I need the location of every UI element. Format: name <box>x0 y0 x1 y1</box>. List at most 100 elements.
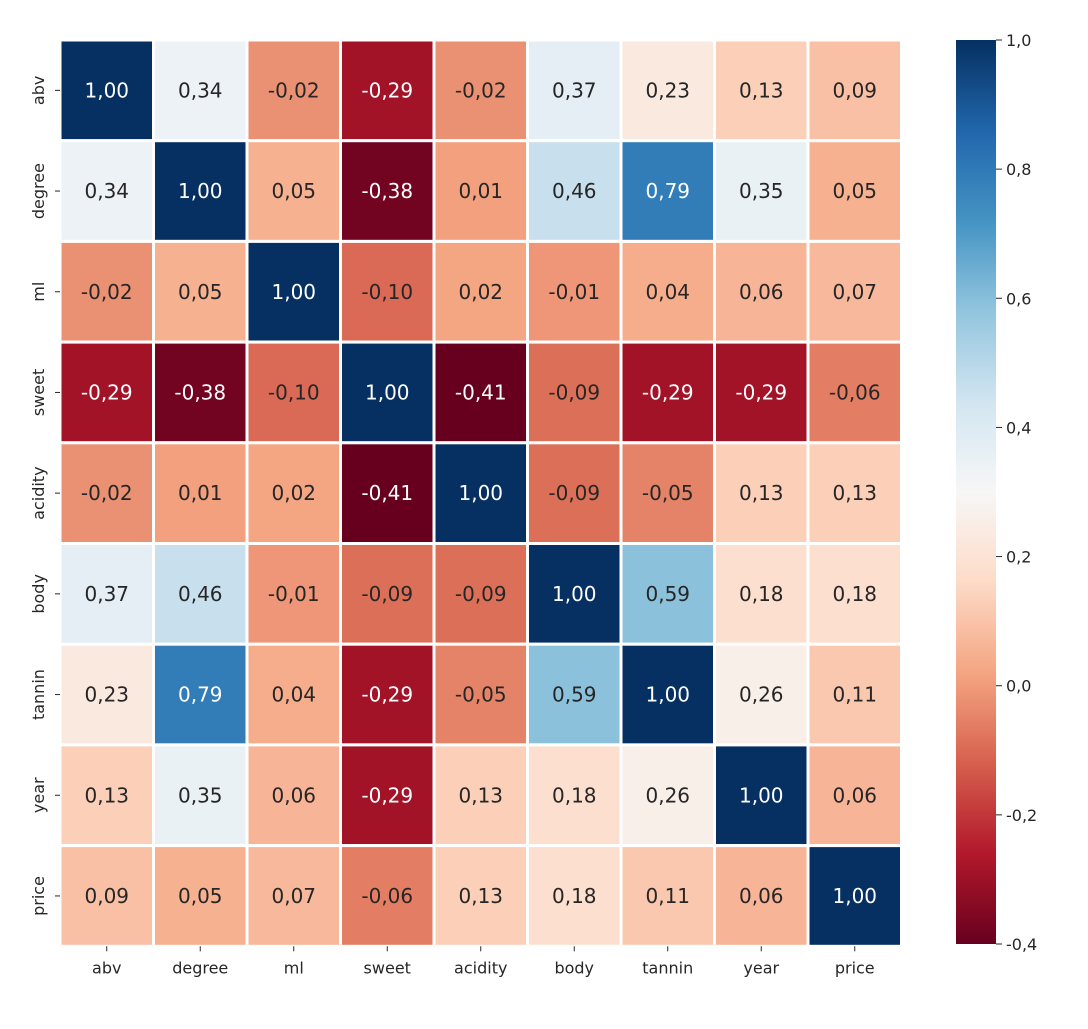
cell-annotation-price-price: 1,00 <box>832 884 877 908</box>
cell-annotation-abv-ml: -0,02 <box>268 78 320 102</box>
heatmap-cell-tannin-degree <box>152 642 249 747</box>
heatmap-cell-price-ml <box>245 844 342 948</box>
x-tick-label-body: body <box>554 958 594 977</box>
cell-annotation-body-body: 1,00 <box>552 582 597 606</box>
heatmap-cell-sweet-degree <box>152 340 249 445</box>
heatmap-cell-price-acidity <box>432 844 529 948</box>
heatmap-cell-acidity-body <box>526 441 623 545</box>
cell-annotation-year-year: 1,00 <box>739 783 784 807</box>
y-tick-label-abv: abv <box>29 76 48 105</box>
heatmap-cell-ml-ml <box>245 239 342 344</box>
x-tick-label-price: price <box>835 958 875 977</box>
cell-annotation-degree-body: 0,46 <box>552 179 597 203</box>
x-tick-label-acidity: acidity <box>454 958 507 977</box>
heatmap-cell-tannin-abv <box>58 642 155 747</box>
heatmap-cell-price-abv <box>58 844 155 948</box>
cell-annotation-acidity-year: 0,13 <box>739 481 784 505</box>
cell-annotation-ml-abv: -0,02 <box>81 280 133 304</box>
x-tick-label-sweet: sweet <box>364 958 411 977</box>
colorbar-tick-label: 1,0 <box>1006 31 1031 50</box>
cell-annotation-abv-abv: 1,00 <box>84 78 129 102</box>
cell-annotation-sweet-year: -0,29 <box>735 380 787 404</box>
cell-annotation-degree-year: 0,35 <box>739 179 784 203</box>
cell-annotation-year-sweet: -0,29 <box>361 783 413 807</box>
heatmap-cell-degree-ml <box>245 139 342 243</box>
cell-annotation-year-degree: 0,35 <box>178 783 223 807</box>
cell-annotation-abv-tannin: 0,23 <box>645 78 690 102</box>
heatmap-cell-acidity-abv <box>58 441 155 545</box>
heatmap-cell-price-sweet <box>339 844 436 948</box>
colorbar-tick-label: -0,4 <box>1006 935 1037 954</box>
cell-annotation-year-ml: 0,06 <box>271 783 316 807</box>
cell-annotation-body-tannin: 0,59 <box>645 582 690 606</box>
heatmap-cell-price-tannin <box>619 844 716 948</box>
cell-annotation-ml-price: 0,07 <box>832 280 877 304</box>
cell-annotation-sweet-body: -0,09 <box>548 380 600 404</box>
cell-annotation-abv-sweet: -0,29 <box>361 78 413 102</box>
cell-annotation-price-acidity: 0,13 <box>458 884 503 908</box>
y-tick-label-sweet: sweet <box>29 369 48 416</box>
cell-annotation-ml-body: -0,01 <box>548 280 600 304</box>
x-tick-label-ml: ml <box>284 958 304 977</box>
cell-annotation-abv-year: 0,13 <box>739 78 784 102</box>
cell-annotation-abv-acidity: -0,02 <box>455 78 507 102</box>
cell-annotation-price-sweet: -0,06 <box>361 884 413 908</box>
heatmap-cell-sweet-price <box>806 340 903 445</box>
cell-annotation-price-year: 0,06 <box>739 884 784 908</box>
cell-annotation-acidity-ml: 0,02 <box>271 481 316 505</box>
cell-annotation-tannin-price: 0,11 <box>832 683 877 707</box>
cell-annotation-sweet-acidity: -0,41 <box>455 380 507 404</box>
heatmap-cell-body-acidity <box>432 542 529 646</box>
cell-annotation-acidity-abv: -0,02 <box>81 481 133 505</box>
heatmap-cell-price-price <box>806 844 903 948</box>
heatmap-cell-ml-sweet <box>339 239 436 344</box>
cell-annotation-sweet-tannin: -0,29 <box>642 380 694 404</box>
heatmap-cell-body-degree <box>152 542 249 646</box>
heatmap-cell-year-abv <box>58 743 155 848</box>
cell-annotation-sweet-ml: -0,10 <box>268 380 320 404</box>
x-tick-label-degree: degree <box>172 958 228 977</box>
heatmap-annotations: 1,00 0,34 -0,02 -0,29 -0,02 0,37 0,23 0,13 0,09 0… <box>81 78 881 908</box>
colorbar-tick-label: 0,6 <box>1006 289 1031 308</box>
cell-annotation-degree-abv: 0,34 <box>84 179 129 203</box>
cell-annotation-body-price: 0,18 <box>832 582 877 606</box>
y-tick-label-degree: degree <box>29 163 48 219</box>
y-tick-label-body: body <box>29 574 48 614</box>
colorbar-tick-label: 0,8 <box>1006 160 1031 179</box>
heatmap-cell-ml-abv <box>58 239 155 344</box>
cell-annotation-price-ml: 0,07 <box>271 884 316 908</box>
cell-annotation-degree-tannin: 0,79 <box>645 179 690 203</box>
colorbar-gradient <box>956 40 996 944</box>
cell-annotation-abv-price: 0,09 <box>832 78 877 102</box>
heatmap-cell-price-degree <box>152 844 249 948</box>
heatmap-cell-acidity-price <box>806 441 903 545</box>
heatmap-cell-tannin-tannin <box>619 642 716 747</box>
heatmap-cell-abv-year <box>713 38 810 143</box>
cell-annotation-price-abv: 0,09 <box>84 884 129 908</box>
cell-annotation-sweet-price: -0,06 <box>829 380 881 404</box>
heatmap-cell-degree-price <box>806 139 903 243</box>
x-tick-label-tannin: tannin <box>642 958 693 977</box>
cell-annotation-acidity-sweet: -0,41 <box>361 481 413 505</box>
cell-annotation-acidity-body: -0,09 <box>548 481 600 505</box>
x-axis-tick-labels: abv degree ml sweet acidity body tannin year pri… <box>92 946 875 977</box>
heatmap-cells <box>58 38 903 948</box>
y-tick-label-year: year <box>29 777 48 813</box>
heatmap-cell-abv-body <box>526 38 623 143</box>
heatmap-cell-body-price <box>806 542 903 646</box>
colorbar-tick-label: 0,2 <box>1006 548 1031 567</box>
cell-annotation-body-sweet: -0,09 <box>361 582 413 606</box>
cell-annotation-body-year: 0,18 <box>739 582 784 606</box>
cell-annotation-tannin-degree: 0,79 <box>178 683 223 707</box>
cell-annotation-tannin-abv: 0,23 <box>84 683 129 707</box>
cell-annotation-tannin-acidity: -0,05 <box>455 683 507 707</box>
cell-annotation-abv-degree: 0,34 <box>178 78 223 102</box>
heatmap-cell-body-year <box>713 542 810 646</box>
heatmap-cell-body-abv <box>58 542 155 646</box>
y-tick-label-price: price <box>29 876 48 916</box>
heatmap-cell-tannin-acidity <box>432 642 529 747</box>
heatmap-cell-sweet-sweet <box>339 340 436 445</box>
cell-annotation-year-price: 0,06 <box>832 783 877 807</box>
cell-annotation-body-ml: -0,01 <box>268 582 320 606</box>
